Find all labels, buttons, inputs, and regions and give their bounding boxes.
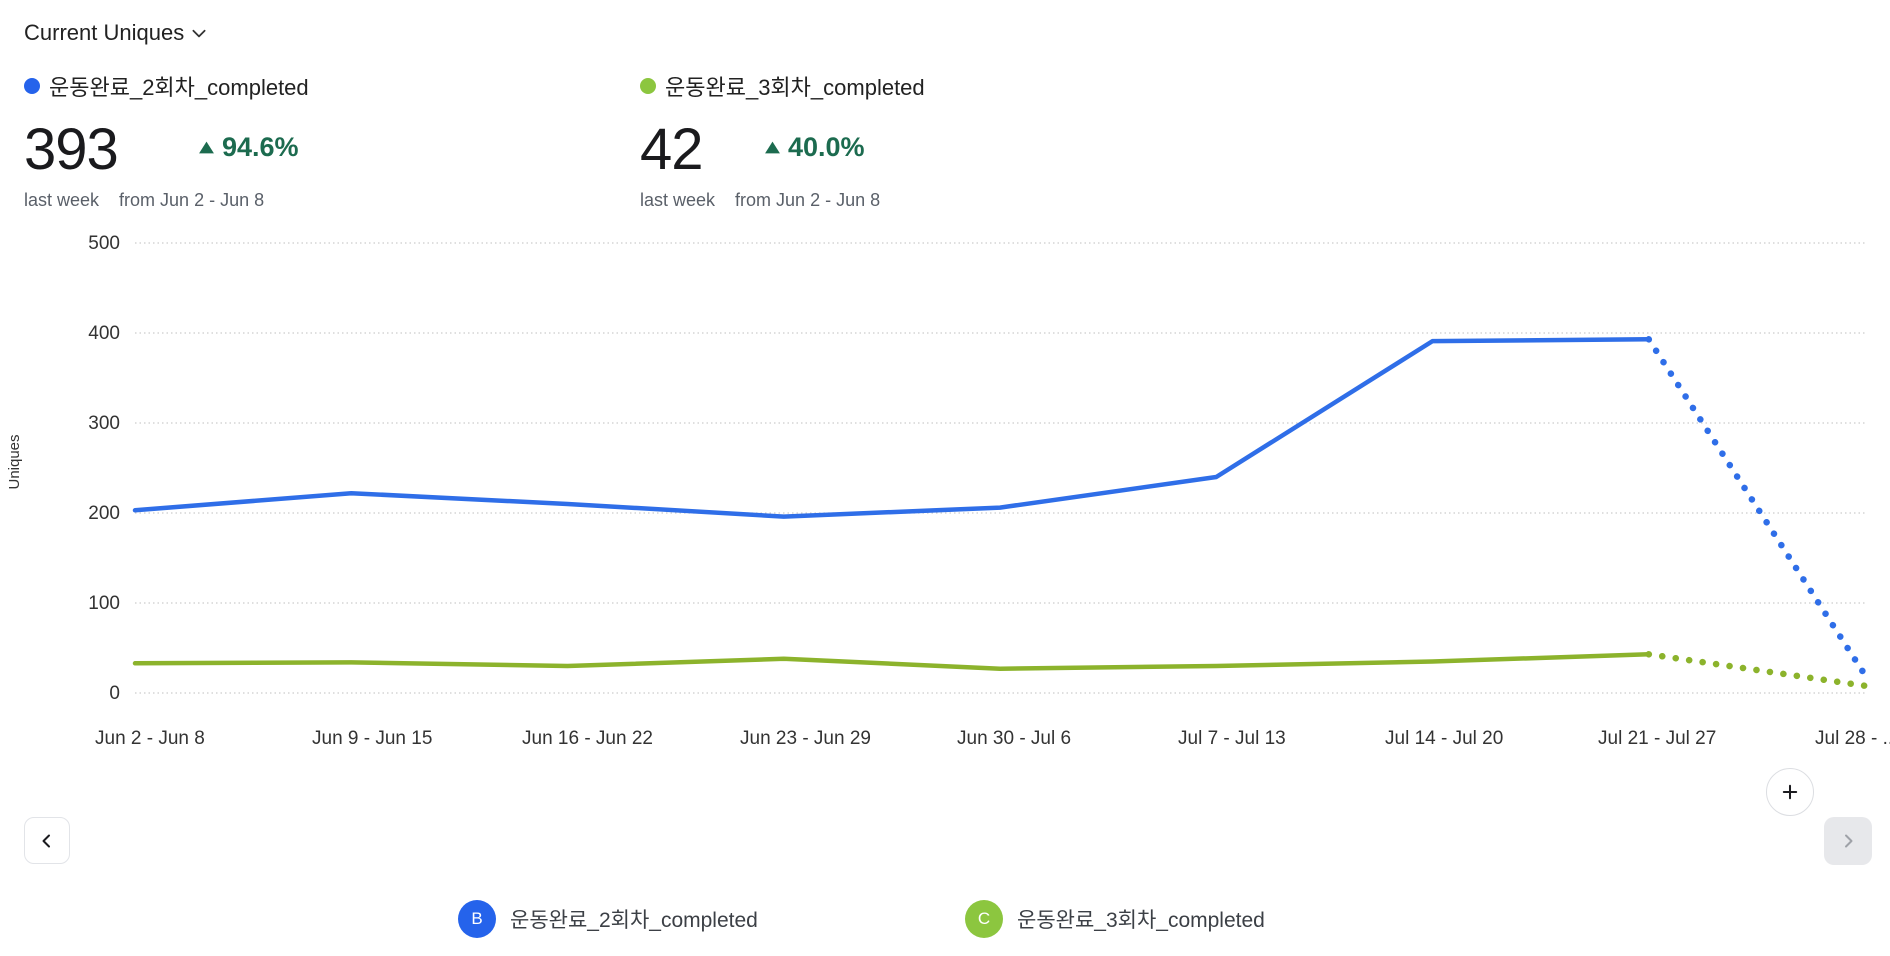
- svg-text:500: 500: [88, 233, 120, 254]
- svg-text:100: 100: [88, 593, 120, 614]
- svg-text:400: 400: [88, 323, 120, 344]
- svg-text:0: 0: [109, 683, 120, 704]
- svg-text:200: 200: [88, 503, 120, 524]
- svg-text:300: 300: [88, 413, 120, 434]
- svg-text:Uniques: Uniques: [6, 434, 23, 489]
